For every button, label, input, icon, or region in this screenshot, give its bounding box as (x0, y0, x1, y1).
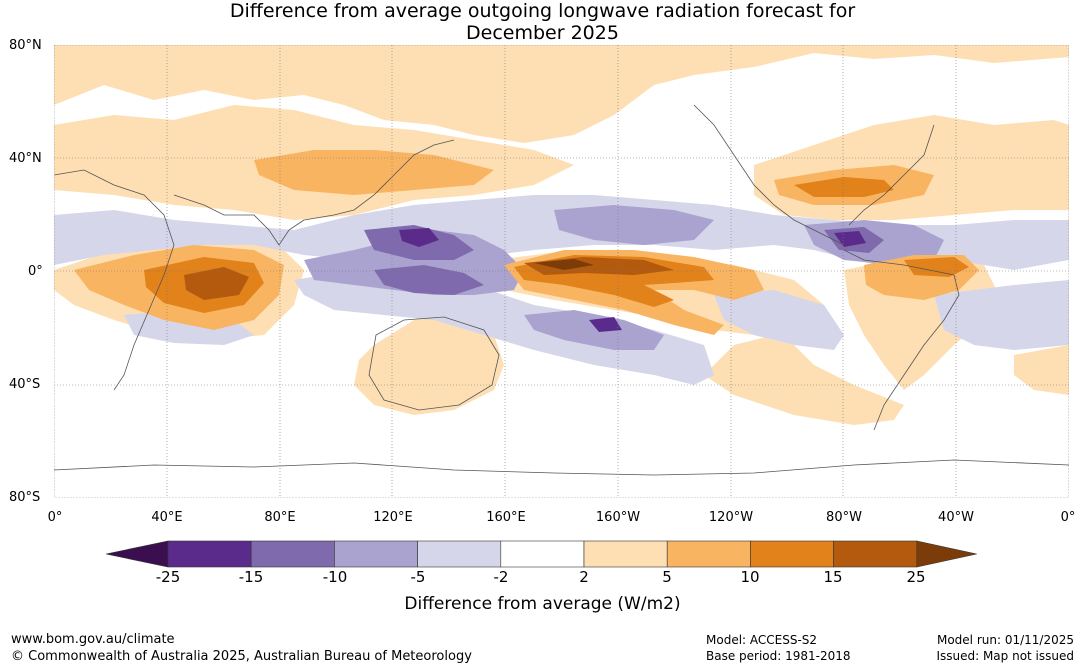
coastline-east-asia (303, 139, 455, 221)
colorbar-tick: -5 (410, 568, 426, 586)
colorbar-segments (106, 540, 977, 568)
colorbar-tick: -10 (322, 568, 348, 586)
lat-label-40n: 40°N (9, 151, 42, 166)
field-core-negative-3 (834, 231, 866, 247)
colorbar-tick: 25 (906, 568, 926, 586)
lon-label-80w: 80°W (826, 510, 862, 525)
lon-label-0: 0° (47, 510, 63, 525)
colorbar-extend-high (916, 540, 977, 568)
lon-label-0-east: 0° (1060, 510, 1076, 525)
colorbar-segment (250, 540, 335, 568)
colorbar-segment (833, 540, 918, 568)
footer-run-info: Model run: 01/11/2025 Issued: Map not is… (936, 632, 1074, 664)
footer-issued: Issued: Map not issued (936, 649, 1074, 663)
colorbar-tick: -2 (493, 568, 509, 586)
colorbar-segment (334, 540, 418, 568)
colorbar-segment (500, 540, 585, 568)
olr-anomaly-map (54, 45, 1069, 498)
colorbar-tick: 5 (662, 568, 672, 586)
colorbar-segment (417, 540, 502, 568)
colorbar-tick: 2 (579, 568, 589, 586)
field-south-pacific-negative-mid (524, 310, 664, 350)
colorbar-segment (167, 540, 252, 568)
field-pacific-core-max (534, 259, 594, 270)
lon-label-120w: 120°W (708, 510, 754, 525)
footer-model: Model: ACCESS-S2 (706, 633, 818, 647)
map-frame (54, 45, 1069, 498)
colorbar-title: Difference from average (W/m2) (404, 594, 681, 614)
field-indonesia-negative-strong (374, 265, 484, 295)
footer-model-info: Model: ACCESS-S2 Base period: 1981-2018 (706, 632, 851, 664)
colorbar-tick: 10 (740, 568, 760, 586)
field-arctic-positive (54, 45, 1069, 143)
field-south-atlantic-positive (1014, 345, 1069, 395)
lon-label-120e: 120°E (373, 510, 413, 525)
field-central-pacific-negative-mid (554, 205, 714, 245)
colorbar-tick: -25 (155, 568, 181, 586)
map-title: Difference from average outgoing longwav… (0, 0, 1085, 44)
field-australia-positive (354, 315, 504, 415)
lon-label-160w: 160°W (595, 510, 641, 525)
lat-label-80n: 80°N (9, 38, 42, 53)
footer-copyright: © Commonwealth of Australia 2025, Austra… (11, 649, 472, 664)
lon-label-160e: 160°E (486, 510, 526, 525)
footer-model-run: Model run: 01/11/2025 (936, 633, 1074, 647)
colorbar-extend-low (106, 540, 169, 568)
coastline-south-america (843, 249, 960, 431)
field-core-negative-2 (589, 317, 622, 332)
colorbar-tick: 15 (823, 568, 843, 586)
field-south-pacific-negative (294, 270, 714, 385)
field-core-negative-1 (399, 228, 439, 247)
colorbar-segment (750, 540, 834, 568)
field-north-america-positive-strong (794, 177, 894, 197)
footer-source: www.bom.gov.au/climate © Commonwealth of… (11, 631, 472, 665)
field-south-atlantic-negative (934, 280, 1069, 350)
lon-label-80e: 80°E (264, 510, 296, 525)
coastline-antarctica (54, 459, 1069, 476)
lon-label-40w: 40°W (938, 510, 974, 525)
colorbar-segment (583, 540, 668, 568)
footer-url: www.bom.gov.au/climate (11, 632, 175, 647)
coastline-north-america-east (848, 124, 935, 226)
colorbar (106, 540, 977, 568)
field-atlantic-positive-strong (904, 257, 969, 277)
coastline-north-america (693, 104, 845, 246)
footer-base-period: Base period: 1981-2018 (706, 649, 851, 663)
lon-label-40e: 40°E (151, 510, 183, 525)
title-line-2: December 2025 (466, 22, 619, 44)
field-asia-positive-mid (254, 150, 494, 195)
field-tropical-negative (54, 195, 1069, 270)
lat-label-40s: 40°S (9, 377, 41, 392)
title-line-1: Difference from average outgoing longwav… (229, 0, 856, 22)
lat-label-80s: 80°S (9, 490, 41, 505)
lat-label-eq: 0° (28, 264, 43, 279)
colorbar-tick: -15 (238, 568, 264, 586)
field-indian-ocean-core (184, 267, 249, 300)
coastline-arabia-india (173, 194, 305, 246)
field-east-pacific-negative (714, 290, 844, 350)
map-canvas (54, 45, 1069, 498)
colorbar-segment (666, 540, 751, 568)
graticule (54, 45, 1069, 498)
coastline-africa (54, 169, 175, 391)
